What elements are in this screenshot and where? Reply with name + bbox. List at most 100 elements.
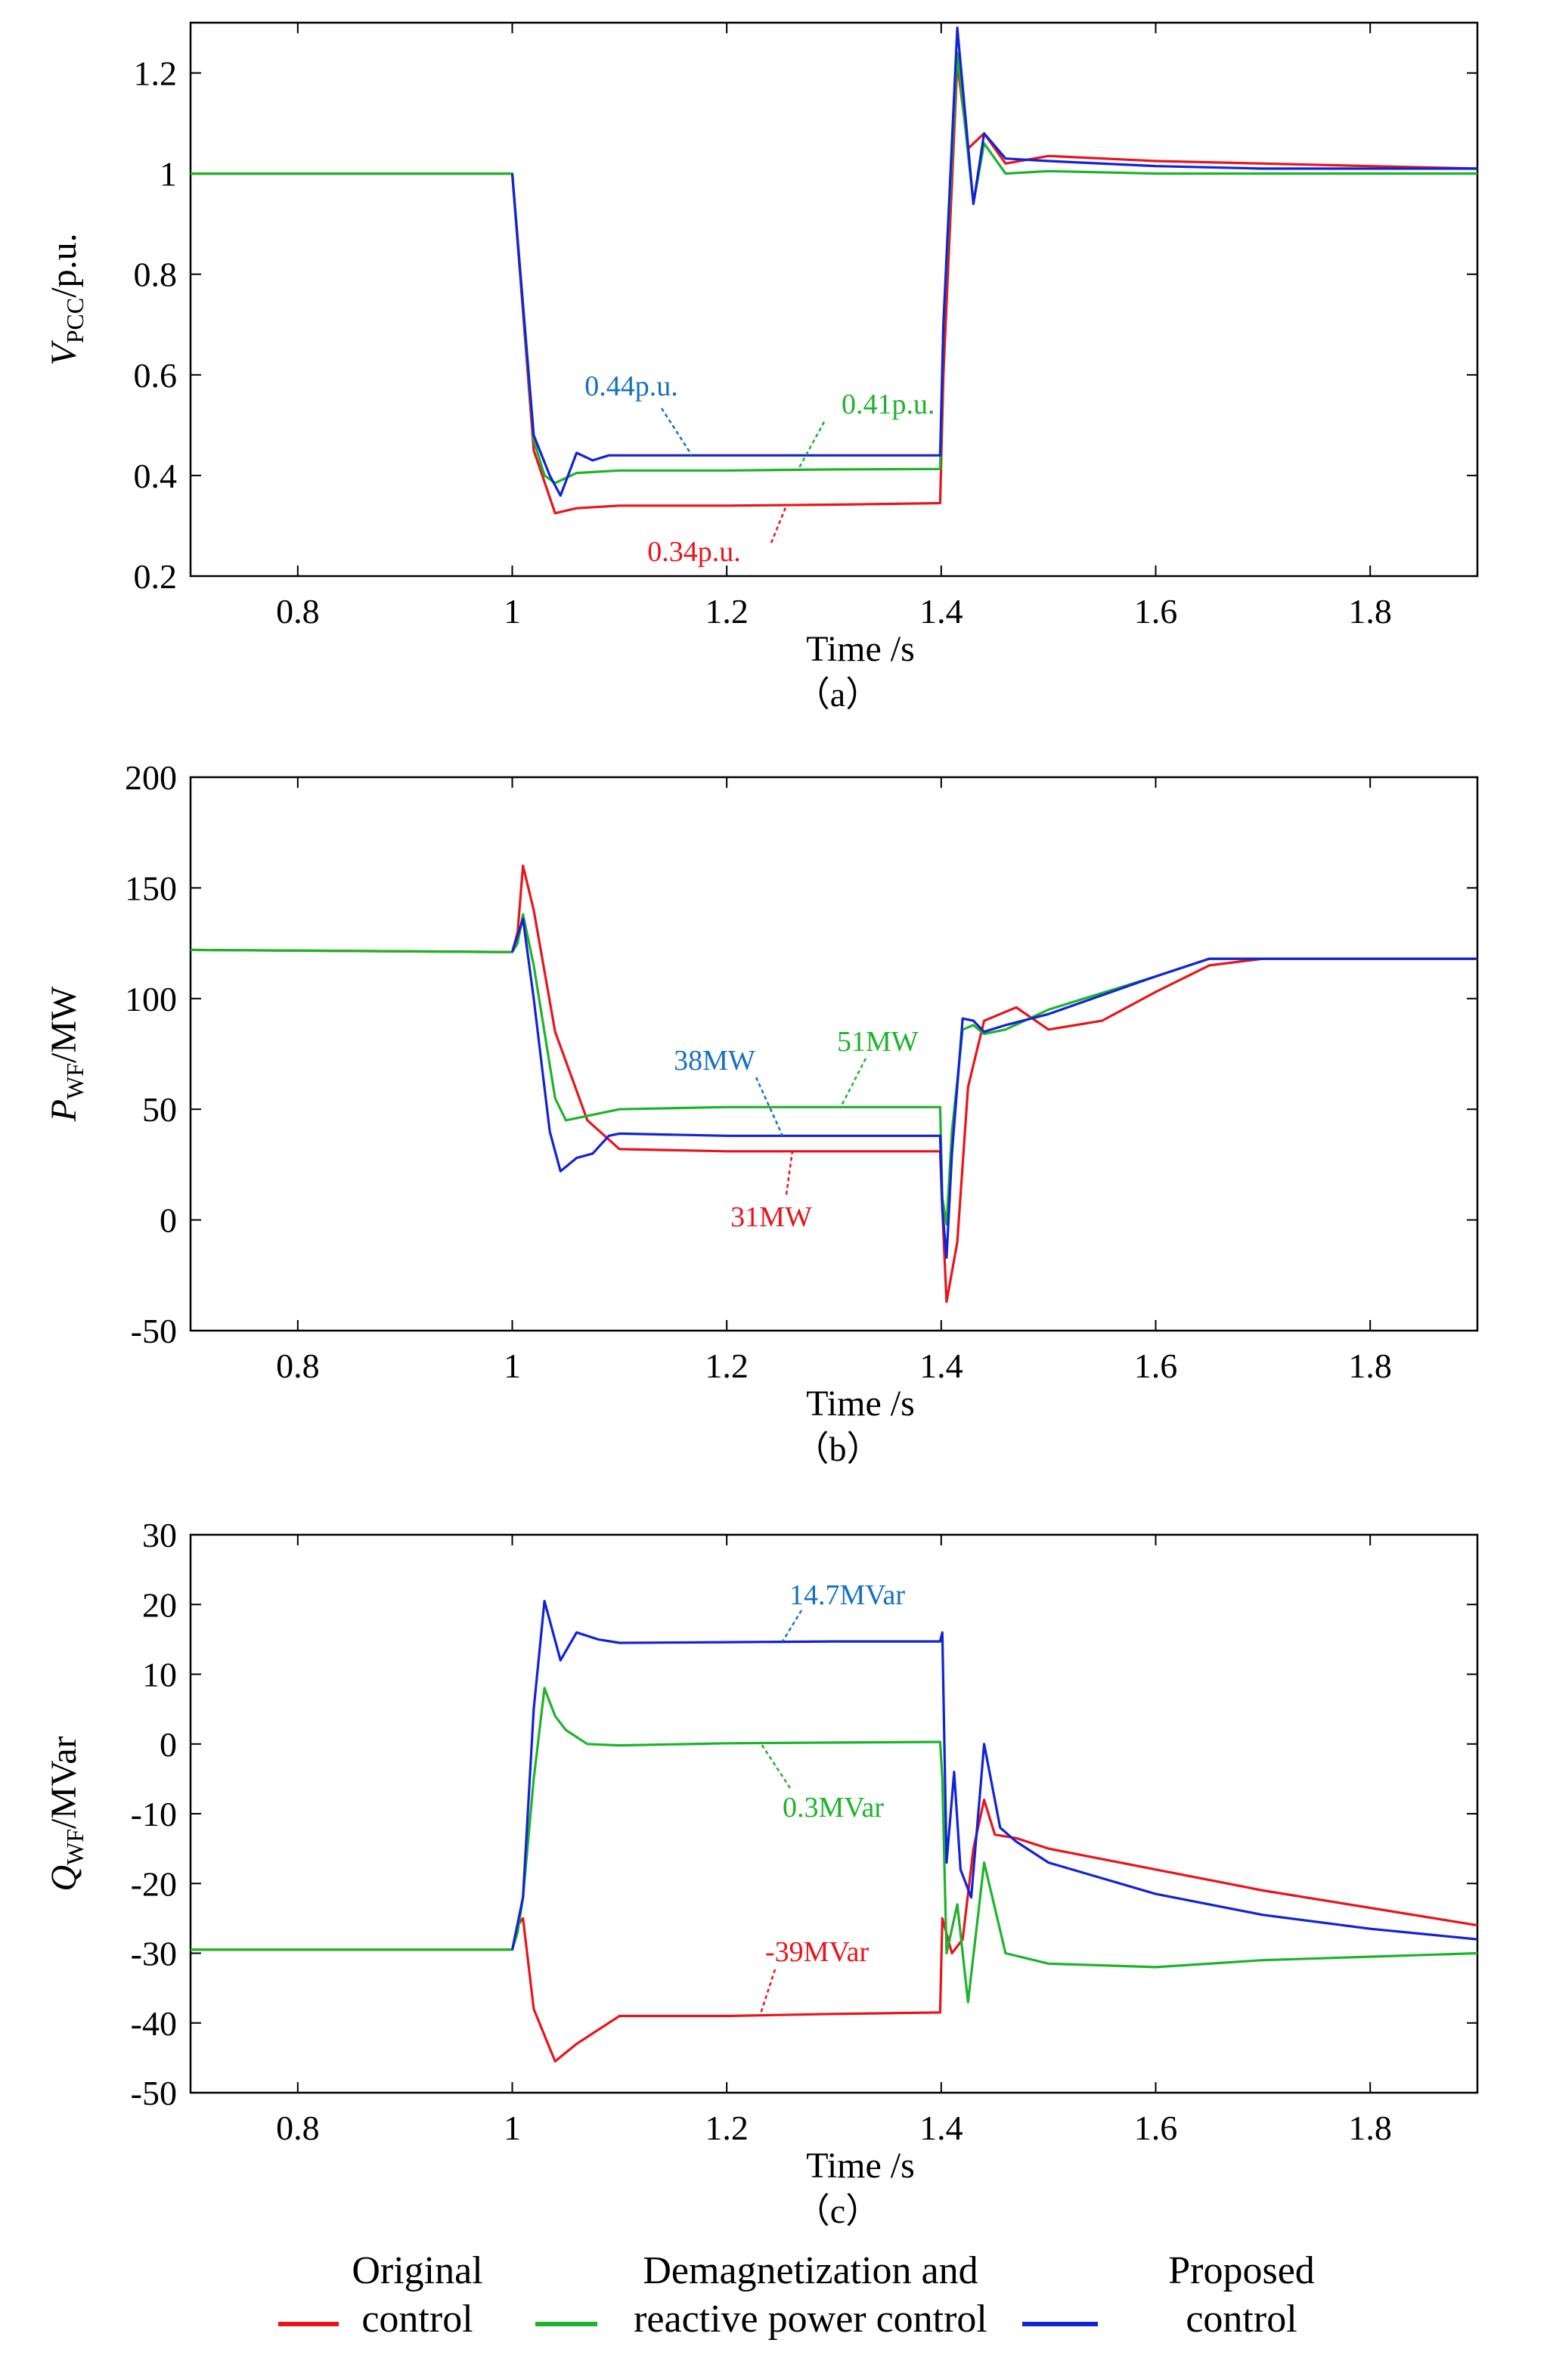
annotation-leader bbox=[758, 1969, 777, 2016]
x-tick-label: 1 bbox=[504, 592, 521, 631]
series-group bbox=[191, 864, 1477, 1303]
y-tick-label: 0.4 bbox=[134, 457, 178, 495]
y-axis-label-sub: WF bbox=[61, 1063, 88, 1099]
x-tick-label: 1.4 bbox=[919, 1346, 963, 1385]
chart-panel-1: 0.8 1 1.2 1.4 1.6 1.8 -50 0 50 100 150 200 Time /s （b… bbox=[44, 758, 1479, 1468]
series-line-proposed bbox=[510, 26, 1477, 497]
series-group bbox=[191, 1600, 1477, 2063]
x-axis-label: Time /s bbox=[806, 629, 915, 669]
y-axis-label-sub: WF bbox=[61, 1829, 88, 1865]
x-tick-label: 1.2 bbox=[705, 1346, 749, 1385]
chart-panel-0: 0.8 1 1.2 1.4 1.6 1.8 0.2 0.4 0.6 0.8 1 1.2 Time /s （… bbox=[44, 21, 1479, 714]
y-tick-label: 50 bbox=[142, 1090, 177, 1129]
y-axis-label-unit: /p.u. bbox=[44, 233, 84, 297]
panel-caption: （b） bbox=[795, 1430, 882, 1468]
y-tick-label: -50 bbox=[131, 2074, 177, 2112]
annotation-label: 14.7MVar bbox=[789, 1579, 905, 1611]
y-tick-label: 150 bbox=[125, 869, 177, 907]
annotation-leader bbox=[758, 1741, 792, 1789]
y-axis-label-unit: /MVar bbox=[44, 1736, 84, 1829]
annotation-label: 0.44p.u. bbox=[584, 370, 678, 402]
x-tick-label: 1.6 bbox=[1134, 1346, 1178, 1385]
y-tick-label: -50 bbox=[131, 1312, 177, 1350]
series-group bbox=[191, 26, 1477, 515]
y-axis-label-sub: PCC bbox=[61, 298, 88, 343]
annotation-leader bbox=[839, 1058, 867, 1108]
y-tick-label: 0 bbox=[160, 1201, 177, 1240]
panel-caption: （a） bbox=[795, 675, 880, 714]
y-axis-label-main: P bbox=[44, 1099, 84, 1122]
annotation-label: 51MW bbox=[837, 1026, 919, 1058]
x-axis-label: Time /s bbox=[806, 2146, 915, 2186]
x-tick-label: 1 bbox=[504, 1346, 521, 1385]
y-axis-label-unit: /MW bbox=[44, 986, 84, 1063]
x-tick-label: 0.8 bbox=[276, 592, 320, 631]
x-tick-label: 1.8 bbox=[1348, 592, 1392, 631]
y-axis-label: PWF/MW bbox=[44, 986, 88, 1122]
legend: Original control Demagnetization and reacti… bbox=[278, 2249, 1315, 2341]
legend-label: Original bbox=[352, 2249, 482, 2292]
annotation-label: 38MW bbox=[674, 1045, 755, 1077]
series-line-original bbox=[191, 61, 1477, 515]
y-tick-label: 100 bbox=[125, 980, 177, 1018]
y-tick-label: 0.2 bbox=[134, 557, 178, 596]
annotation-leader bbox=[796, 421, 826, 471]
plot-frame bbox=[189, 21, 1479, 578]
annotation-label: 0.34p.u. bbox=[647, 536, 741, 568]
y-tick-label: 0.6 bbox=[134, 356, 178, 395]
annotation-label: 31MW bbox=[730, 1201, 812, 1233]
x-tick-label: 0.8 bbox=[276, 2109, 320, 2147]
x-tick-label: 1.8 bbox=[1348, 1346, 1392, 1385]
legend-item-demag: Demagnetization and reactive power contro… bbox=[535, 2249, 987, 2341]
x-tick-label: 1.4 bbox=[919, 2109, 963, 2147]
x-tick-label: 1.8 bbox=[1348, 2109, 1392, 2147]
annotation-leader bbox=[785, 1151, 794, 1195]
annotation-label: -39MVar bbox=[765, 1936, 870, 1968]
series-line-demag bbox=[191, 1687, 1477, 2003]
series-line-demag bbox=[191, 913, 1477, 1226]
x-tick-label: 0.8 bbox=[276, 1346, 320, 1385]
series-line-proposed bbox=[510, 917, 1477, 1260]
series-line-demag bbox=[191, 51, 1477, 485]
annotation-leader bbox=[770, 505, 788, 544]
y-tick-label: -10 bbox=[131, 1795, 177, 1833]
y-axis-label-main: Q bbox=[44, 1865, 84, 1892]
annotation-leader bbox=[660, 408, 693, 456]
y-tick-label: -40 bbox=[131, 2004, 177, 2043]
x-axis-label: Time /s bbox=[806, 1384, 915, 1424]
legend-label: control bbox=[361, 2298, 473, 2341]
x-tick-label: 1.6 bbox=[1134, 2109, 1178, 2147]
legend-label: reactive power control bbox=[634, 2298, 987, 2341]
series-line-proposed bbox=[510, 1600, 1477, 1951]
y-tick-label: 1.2 bbox=[134, 54, 178, 93]
annotation-leader bbox=[781, 1610, 803, 1642]
legend-label: Proposed bbox=[1168, 2249, 1315, 2292]
y-tick-label: 10 bbox=[142, 1656, 177, 1694]
panel-caption: （c） bbox=[795, 2192, 880, 2230]
x-tick-label: 1.2 bbox=[705, 592, 749, 631]
y-tick-label: 30 bbox=[142, 1516, 177, 1554]
legend-item-proposed: Proposed control bbox=[1022, 2249, 1315, 2341]
chart-panels: 0.8 1 1.2 1.4 1.6 1.8 0.2 0.4 0.6 0.8 1 1.2 Time /s （… bbox=[44, 21, 1479, 2230]
chart-panel-2: 0.8 1 1.2 1.4 1.6 1.8 -50 -40 -30 -20 -10 0 10 20 30 Ti… bbox=[44, 1516, 1479, 2230]
legend-label: Demagnetization and bbox=[643, 2249, 978, 2292]
annotation-label: 0.3MVar bbox=[783, 1792, 884, 1824]
x-tick-label: 1.2 bbox=[705, 2109, 749, 2147]
y-tick-label: 0.8 bbox=[134, 256, 178, 294]
legend-label: control bbox=[1186, 2298, 1297, 2341]
x-tick-label: 1 bbox=[504, 2109, 521, 2147]
plot-frame bbox=[189, 776, 1479, 1332]
y-tick-label: -20 bbox=[131, 1864, 177, 1903]
series-line-original bbox=[191, 1799, 1477, 2063]
series-line-original bbox=[191, 864, 1477, 1303]
y-tick-label: 200 bbox=[125, 758, 177, 797]
x-tick-label: 1.4 bbox=[919, 592, 963, 631]
y-axis-label: VPCC/p.u. bbox=[44, 233, 88, 365]
y-axis-label: QWF/MVar bbox=[44, 1736, 88, 1891]
legend-item-original: Original control bbox=[278, 2249, 483, 2341]
y-axis-label-main: V bbox=[44, 340, 84, 366]
y-tick-label: 20 bbox=[142, 1585, 177, 1624]
annotation-label: 0.41p.u. bbox=[842, 389, 935, 420]
x-tick-label: 1.6 bbox=[1134, 592, 1178, 631]
